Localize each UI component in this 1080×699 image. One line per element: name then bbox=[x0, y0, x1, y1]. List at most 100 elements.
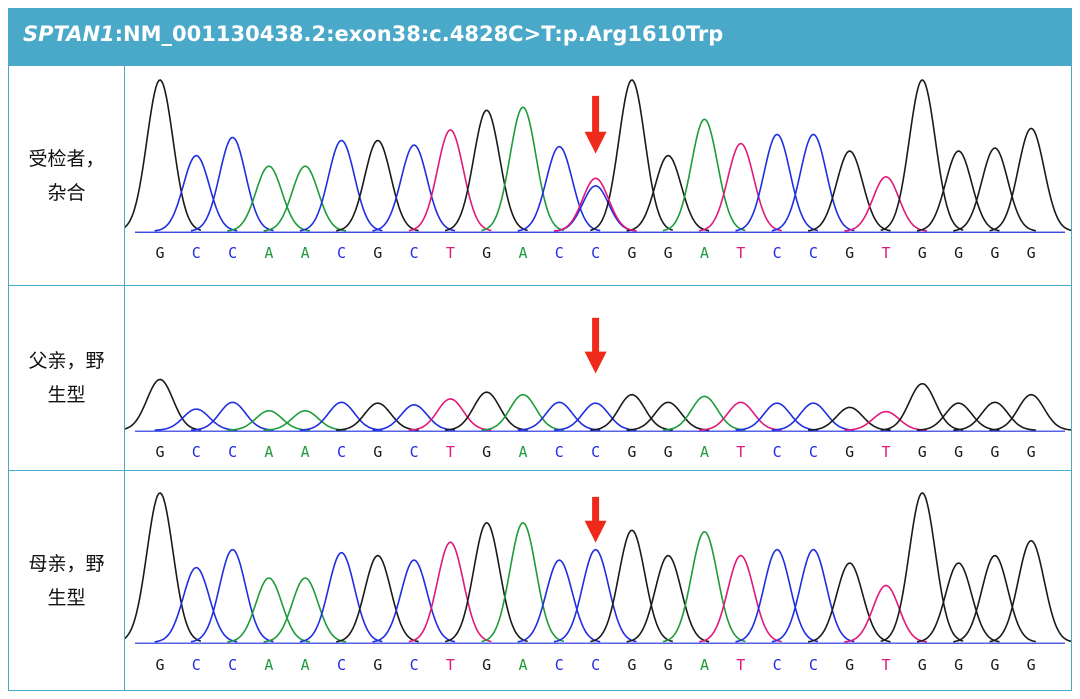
base-call-G: G bbox=[627, 244, 636, 262]
peak-A bbox=[227, 410, 310, 431]
peak-G bbox=[444, 522, 528, 643]
base-call-C: C bbox=[555, 244, 564, 262]
peak-C bbox=[299, 401, 383, 431]
peak-C bbox=[154, 154, 238, 232]
base-call-G: G bbox=[627, 443, 636, 461]
base-call-G: G bbox=[845, 244, 854, 262]
peak-C bbox=[190, 548, 274, 643]
peak-G bbox=[916, 150, 1000, 232]
peak-G bbox=[880, 382, 964, 431]
peak-G bbox=[125, 378, 201, 431]
base-call-G: G bbox=[1027, 244, 1036, 262]
base-call-G: G bbox=[627, 656, 636, 674]
peak-G bbox=[880, 492, 964, 643]
variant-notation: :NM_001130438.2:exon38:c.4828C>T:p.Arg16… bbox=[114, 22, 724, 46]
base-call-T: T bbox=[446, 244, 455, 262]
peak-G bbox=[590, 529, 673, 643]
peak-C bbox=[372, 404, 456, 431]
base-call-C: C bbox=[192, 443, 201, 461]
peak-T bbox=[844, 175, 928, 232]
base-call-C: C bbox=[591, 656, 600, 674]
peak-C bbox=[299, 139, 383, 232]
sample-label-cell: 母亲，野 生型 bbox=[9, 471, 125, 690]
sample-label-cell: 受检者， 杂合 bbox=[9, 66, 125, 285]
sample-label-line1: 母亲，野 bbox=[28, 552, 105, 575]
peak-A bbox=[481, 106, 565, 232]
base-call-A: A bbox=[264, 656, 273, 674]
peak-G bbox=[953, 401, 1036, 431]
base-call-T: T bbox=[881, 443, 890, 461]
sample-label-line2: 生型 bbox=[47, 586, 86, 609]
peak-G bbox=[445, 391, 528, 431]
peak-G bbox=[336, 554, 419, 643]
base-call-C: C bbox=[591, 244, 600, 262]
peak-T bbox=[408, 398, 492, 431]
base-call-C: C bbox=[555, 656, 564, 674]
base-call-A: A bbox=[700, 443, 709, 461]
sample-label-line1: 父亲，野 bbox=[28, 350, 105, 372]
sample-label-line2: 杂合 bbox=[47, 181, 86, 204]
peak-A bbox=[662, 395, 746, 431]
sample-label-line2: 生型 bbox=[47, 384, 86, 406]
peak-G bbox=[626, 554, 710, 643]
peak-T bbox=[408, 129, 492, 232]
base-call-T: T bbox=[446, 656, 455, 674]
peak-G bbox=[989, 393, 1071, 431]
base-call-G: G bbox=[373, 443, 382, 461]
base-call-T: T bbox=[881, 656, 890, 674]
base-call-T: T bbox=[881, 244, 890, 262]
peak-G bbox=[336, 402, 419, 431]
peak-C bbox=[553, 185, 637, 232]
base-call-C: C bbox=[410, 656, 419, 674]
base-call-T: T bbox=[736, 443, 745, 461]
peak-C bbox=[771, 133, 855, 232]
peak-C bbox=[517, 559, 601, 643]
base-call-C: C bbox=[555, 443, 564, 461]
base-call-T: T bbox=[736, 656, 745, 674]
base-call-G: G bbox=[954, 244, 963, 262]
base-call-G: G bbox=[990, 656, 999, 674]
base-call-T: T bbox=[446, 443, 455, 461]
base-call-C: C bbox=[228, 656, 237, 674]
peak-C bbox=[771, 402, 855, 431]
sample-label: 父亲，野 生型 bbox=[28, 344, 104, 412]
peak-C bbox=[553, 548, 637, 643]
base-call-G: G bbox=[1027, 656, 1036, 674]
peak-C bbox=[735, 133, 819, 232]
base-call-C: C bbox=[337, 656, 346, 674]
base-call-A: A bbox=[700, 244, 709, 262]
peak-T bbox=[844, 584, 928, 643]
sample-label: 母亲，野 生型 bbox=[28, 547, 104, 615]
mutation-arrow-icon bbox=[584, 317, 607, 374]
peak-C bbox=[771, 548, 855, 643]
peak-T bbox=[844, 410, 927, 431]
base-call-G: G bbox=[482, 244, 491, 262]
peak-G bbox=[590, 393, 673, 431]
mutation-arrow-icon bbox=[584, 496, 607, 543]
base-call-C: C bbox=[773, 244, 782, 262]
proband-row: 受检者， 杂合 G C C A A C G C T G A C C G G A T C C G T G G G G bbox=[9, 65, 1071, 285]
peak-G bbox=[880, 79, 964, 232]
base-call-C: C bbox=[410, 443, 419, 461]
base-call-A: A bbox=[264, 443, 273, 461]
base-call-T: T bbox=[736, 244, 745, 262]
base-call-C: C bbox=[410, 244, 419, 262]
base-call-G: G bbox=[1027, 443, 1036, 461]
peak-G bbox=[989, 127, 1071, 232]
peak-G bbox=[336, 139, 419, 232]
peak-G bbox=[917, 402, 1000, 431]
base-call-G: G bbox=[954, 656, 963, 674]
mother-row: 母亲，野 生型 G C C A A C G C T G A C C G G A T C C G T G G G G bbox=[9, 470, 1071, 690]
base-call-G: G bbox=[482, 443, 491, 461]
peak-T bbox=[408, 541, 492, 643]
base-call-A: A bbox=[301, 244, 310, 262]
father-row: 父亲，野 生型 G C C A A C G C T G A C C G G A T C C G T G G G G bbox=[9, 285, 1071, 470]
peak-C bbox=[190, 136, 274, 232]
peak-C bbox=[299, 551, 383, 643]
figure-header: SPTAN1:NM_001130438.2:exon38:c.4828C>T:p… bbox=[9, 9, 1071, 65]
base-call-C: C bbox=[809, 656, 818, 674]
